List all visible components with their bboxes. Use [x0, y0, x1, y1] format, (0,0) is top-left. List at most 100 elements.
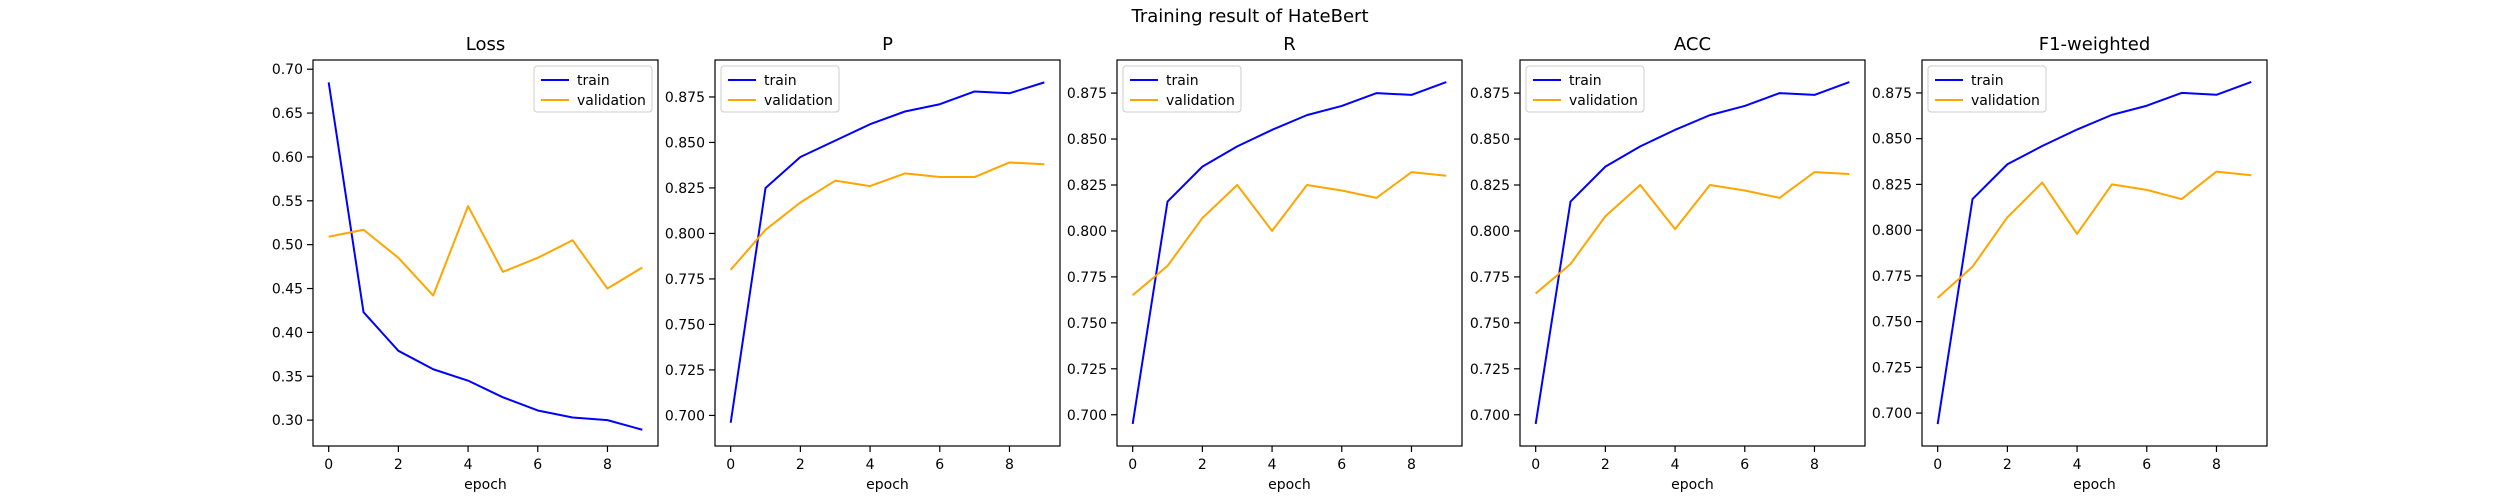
y-tick-label: 0.800	[1470, 224, 1510, 240]
y-tick-label: 0.725	[1872, 360, 1912, 376]
legend-label-validation: validation	[1569, 93, 1638, 109]
y-tick-label: 0.35	[272, 369, 303, 385]
y-tick-label: 0.825	[1470, 178, 1510, 194]
x-tick-label: 4	[2073, 457, 2082, 473]
legend-label-train: train	[1166, 73, 1199, 89]
x-tick-label: 6	[533, 457, 542, 473]
chart-panel-4: 0 2 4 6 8 0.700 0.725 0.750 0.775 0.800 0.825 0.850…	[1872, 34, 2268, 493]
y-tick-label: 0.875	[1067, 86, 1107, 102]
y-tick-label: 0.850	[1470, 132, 1510, 148]
y-tick-label: 0.725	[1470, 362, 1510, 378]
y-tick-label: 0.775	[1872, 269, 1912, 285]
x-tick-label: 0	[726, 457, 735, 473]
legend-label-validation: validation	[1971, 93, 2040, 109]
x-tick-label: 4	[866, 457, 875, 473]
chart-panel-2: 0 2 4 6 8 0.700 0.725 0.750 0.775 0.800 0.825 0.850…	[1067, 34, 1463, 493]
x-tick-label: 2	[2003, 457, 2012, 473]
y-tick-label: 0.875	[1470, 86, 1510, 102]
axes-frame	[1116, 59, 1463, 447]
y-tick-label: 0.725	[665, 363, 705, 379]
legend: train validation	[1525, 65, 1645, 113]
y-tick-label: 0.775	[1067, 270, 1107, 286]
x-tick-label: 2	[394, 457, 403, 473]
figure-title: Training result of HateBert	[1131, 6, 1369, 27]
y-tick-label: 0.700	[665, 408, 705, 424]
axes-frame	[312, 59, 659, 447]
y-tick-label: 0.850	[665, 135, 705, 151]
y-tick-label: 0.800	[1872, 223, 1912, 239]
x-axis-label: epoch	[866, 477, 909, 493]
chart-panel-3: 0 2 4 6 8 0.700 0.725 0.750 0.775 0.800 0.825 0.850…	[1470, 34, 1866, 493]
y-tick-label: 0.825	[665, 181, 705, 197]
x-axis-label: epoch	[1671, 477, 1714, 493]
x-tick-label: 8	[1407, 457, 1416, 473]
y-tick-label: 0.875	[665, 90, 705, 106]
x-tick-label: 6	[935, 457, 944, 473]
x-axis-label: epoch	[1268, 477, 1311, 493]
legend-label-train: train	[764, 73, 797, 89]
series-line-train	[327, 82, 643, 431]
y-tick-label: 0.65	[272, 106, 303, 122]
legend-label-train: train	[1971, 73, 2004, 89]
chart-panel-0: 0 2 4 6 8 0.30 0.35 0.40 0.45 0.50 0.55 0.60 0.65 0.7…	[272, 34, 659, 493]
x-axis-label: epoch	[464, 477, 507, 493]
y-tick-label: 0.700	[1067, 408, 1107, 424]
y-tick-label: 0.700	[1470, 408, 1510, 424]
series-line-train	[1534, 81, 1850, 425]
y-tick-label: 0.45	[272, 282, 303, 298]
y-tick-label: 0.850	[1872, 132, 1912, 148]
y-tick-label: 0.750	[665, 317, 705, 333]
series-line-train	[1936, 81, 2252, 425]
y-tick-label: 0.850	[1067, 132, 1107, 148]
legend: train validation	[720, 65, 840, 113]
x-axis-label: epoch	[2073, 477, 2116, 493]
axes-frame	[1921, 59, 2268, 447]
y-tick-label: 0.750	[1470, 316, 1510, 332]
y-tick-label: 0.725	[1067, 362, 1107, 378]
x-tick-label: 4	[464, 457, 473, 473]
axes-frame	[1519, 59, 1866, 447]
legend-label-train: train	[577, 73, 610, 89]
y-tick-label: 0.825	[1067, 178, 1107, 194]
x-tick-label: 0	[1933, 457, 1942, 473]
chart-panel-1: 0 2 4 6 8 0.700 0.725 0.750 0.775 0.800 0.825 0.850…	[665, 34, 1061, 493]
x-tick-label: 6	[1337, 457, 1346, 473]
y-tick-label: 0.800	[1067, 224, 1107, 240]
series-line-validation	[328, 205, 643, 297]
chart-title: R	[1283, 34, 1296, 55]
x-tick-label: 2	[796, 457, 805, 473]
legend-label-train: train	[1569, 73, 1602, 89]
x-tick-label: 8	[1005, 457, 1014, 473]
y-tick-label: 0.55	[272, 194, 303, 210]
x-tick-label: 0	[324, 457, 333, 473]
x-tick-label: 4	[1268, 457, 1277, 473]
series-line-validation	[1937, 170, 2252, 299]
x-tick-label: 8	[1810, 457, 1819, 473]
x-tick-label: 8	[603, 457, 612, 473]
legend: train validation	[533, 65, 653, 113]
chart-title: P	[882, 34, 893, 55]
axes-frame	[714, 59, 1061, 447]
y-tick-label: 0.70	[272, 62, 303, 78]
y-tick-label: 0.800	[665, 226, 705, 242]
chart-title: F1-weighted	[2039, 34, 2151, 55]
x-tick-label: 6	[2142, 457, 2151, 473]
series-line-validation	[729, 161, 1045, 271]
x-tick-label: 4	[1671, 457, 1680, 473]
series-line-validation	[1535, 171, 1850, 295]
x-tick-label: 8	[2212, 457, 2221, 473]
y-tick-label: 0.750	[1067, 316, 1107, 332]
legend-label-validation: validation	[1166, 93, 1235, 109]
legend: train validation	[1927, 65, 2047, 113]
series-line-validation	[1132, 171, 1447, 297]
y-tick-label: 0.50	[272, 238, 303, 254]
y-tick-label: 0.60	[272, 150, 303, 166]
chart-title: Loss	[466, 34, 505, 55]
x-tick-label: 0	[1128, 457, 1137, 473]
y-tick-label: 0.700	[1872, 406, 1912, 422]
legend-label-validation: validation	[764, 93, 833, 109]
y-tick-label: 0.775	[1470, 270, 1510, 286]
y-tick-label: 0.750	[1872, 315, 1912, 331]
y-tick-label: 0.40	[272, 325, 303, 341]
